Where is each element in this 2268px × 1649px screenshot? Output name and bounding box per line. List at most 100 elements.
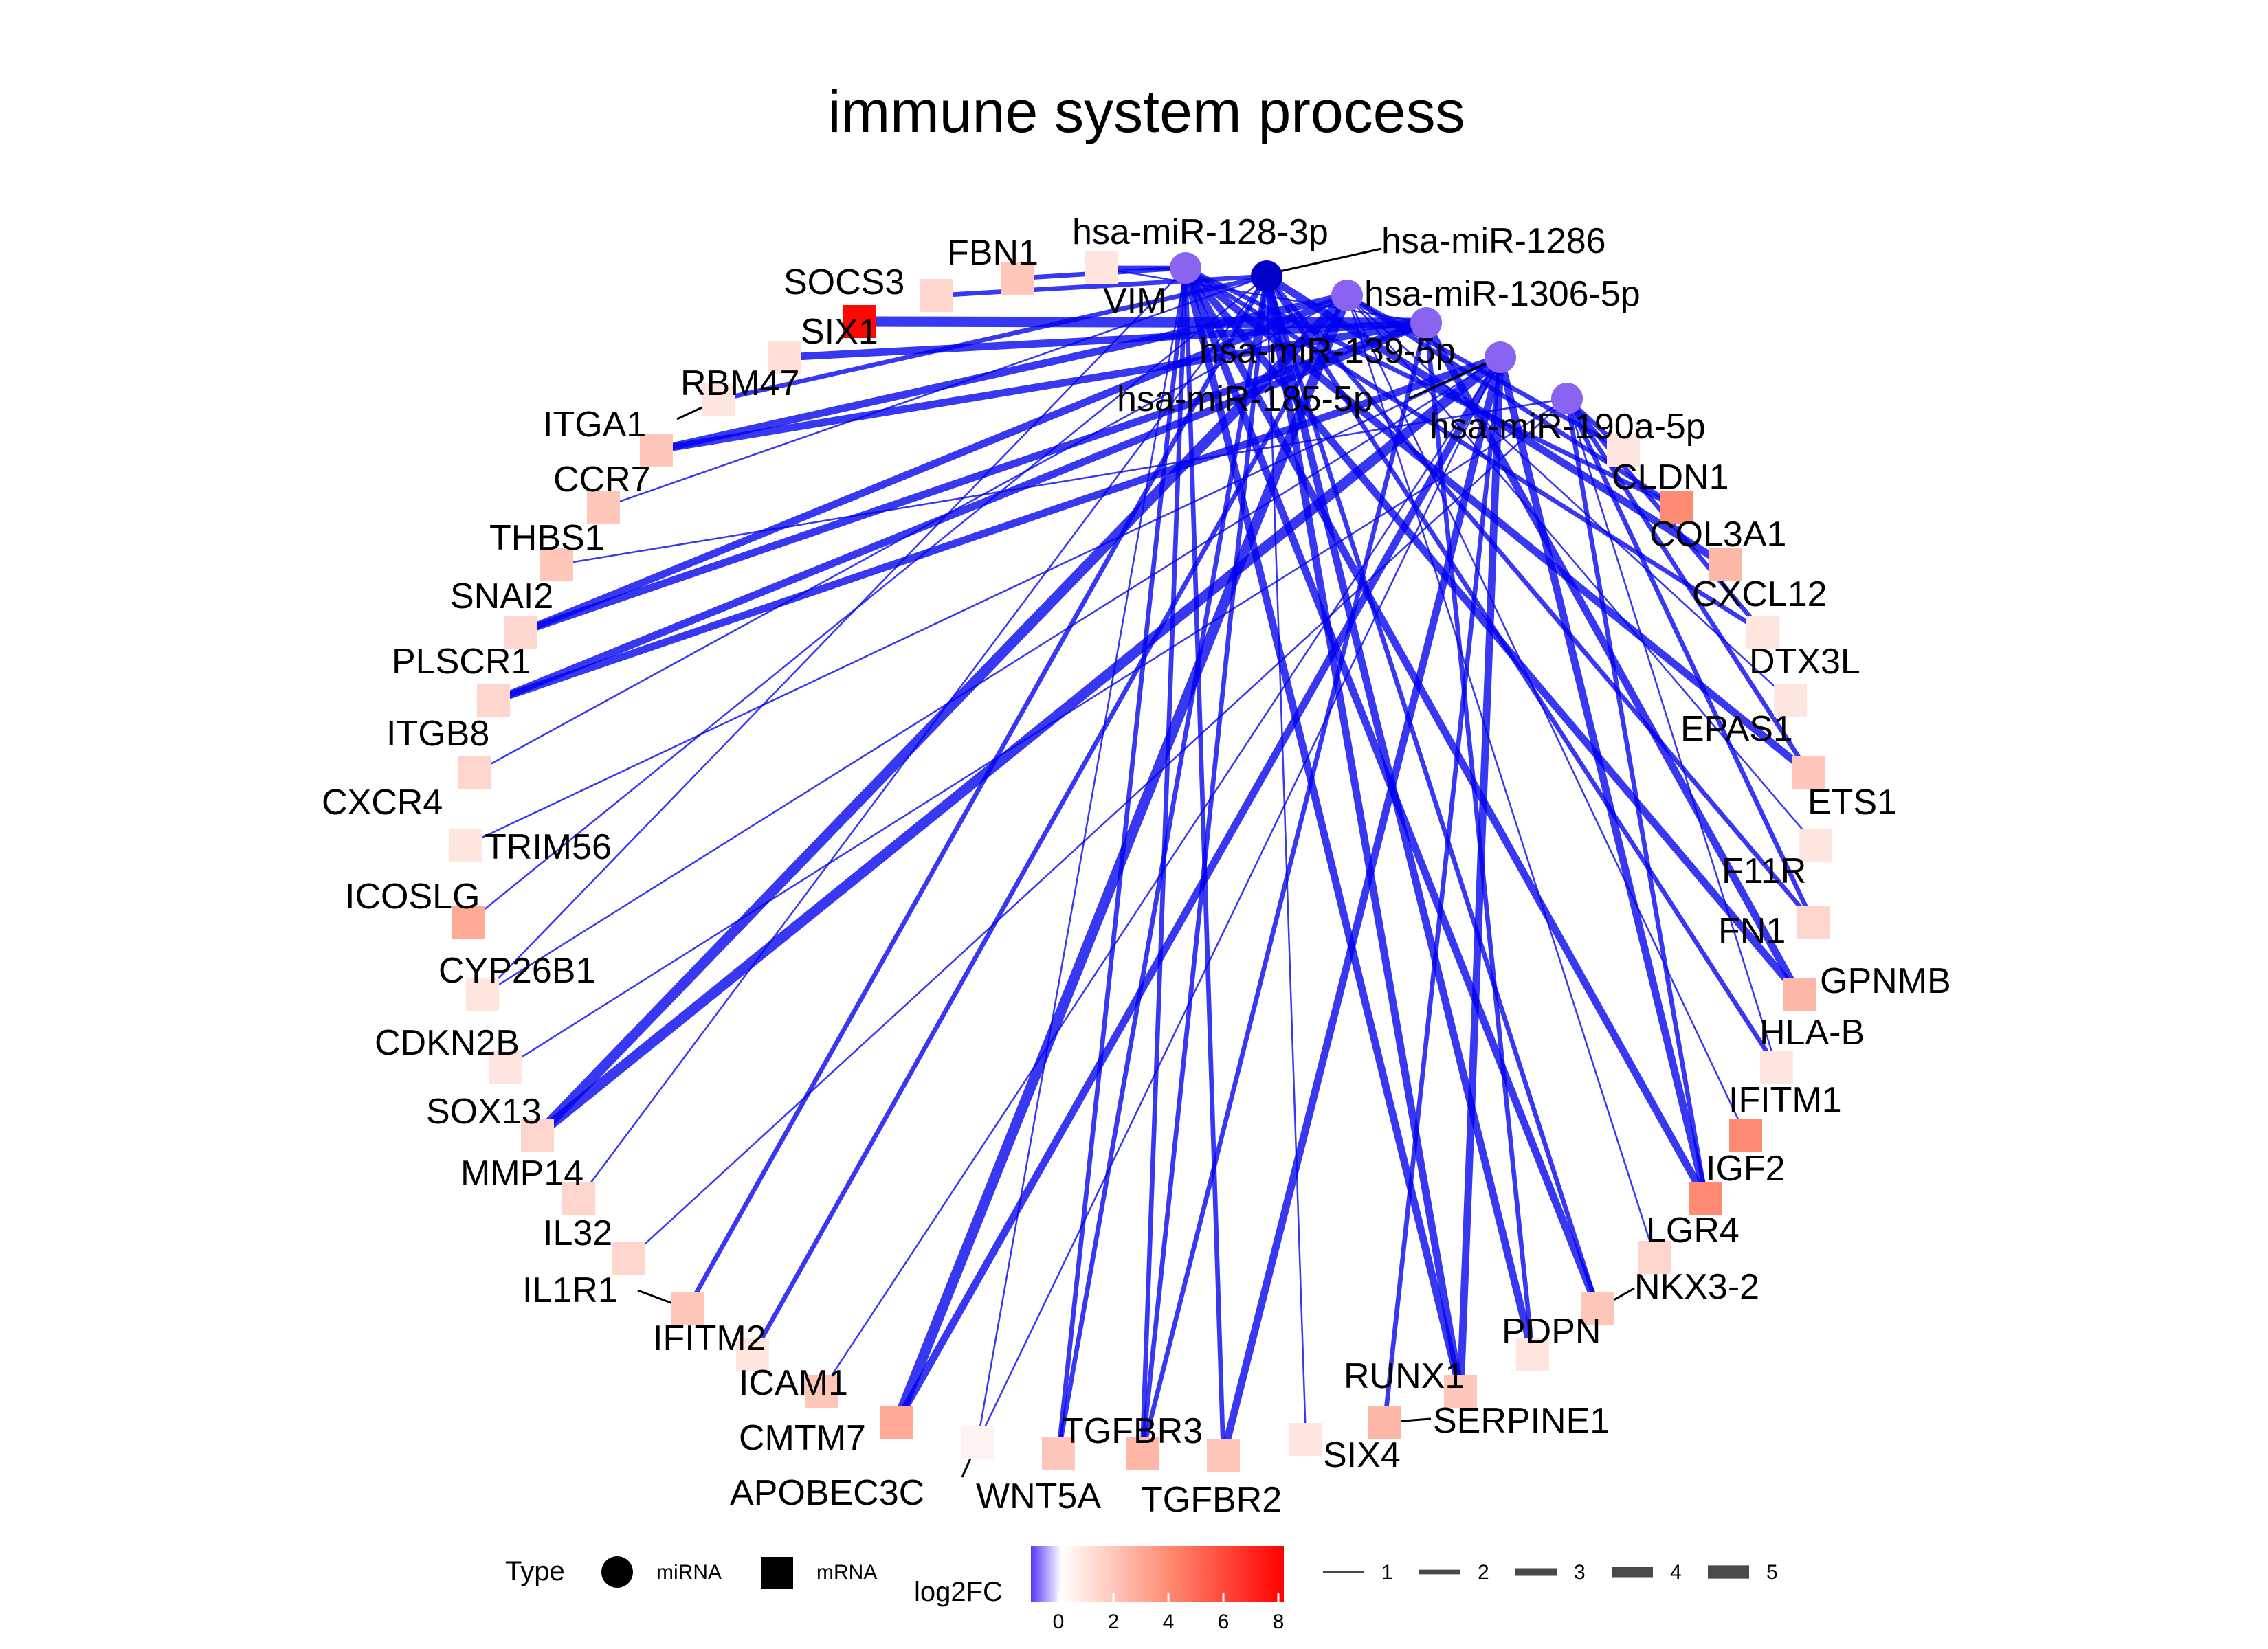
mrna-node-cxcr4[interactable] — [458, 756, 491, 789]
mirna-node-hsa-mir-190a-5p[interactable] — [1551, 383, 1583, 414]
mrna-node-mmp14[interactable] — [562, 1182, 595, 1215]
colorbar-tick-label-4: 4 — [1163, 1611, 1175, 1633]
legend-type: Type miRNA mRNA — [505, 1556, 877, 1589]
mrna-node-nkx3-2[interactable] — [1581, 1292, 1614, 1325]
mrna-node-itga1[interactable] — [702, 383, 735, 416]
mirna-label-hsa-mir-1286: hsa-miR-1286 — [1381, 221, 1606, 261]
mirna-node-hsa-mir-185-5p[interactable] — [1485, 341, 1516, 373]
mrna-node-ifitm1[interactable] — [1729, 1119, 1762, 1152]
mrna-node-cldn1[interactable] — [1607, 434, 1640, 467]
mrna-node-socs3[interactable] — [920, 279, 953, 312]
colorbar-tick-label-6: 6 — [1218, 1611, 1230, 1633]
mrna-label-ccr7: CCR7 — [553, 460, 651, 500]
mrna-node-sox13[interactable] — [521, 1119, 554, 1152]
mrna-label-tgfbr3: TGFBR3 — [1062, 1411, 1203, 1451]
mirna-node-hsa-mir-1306-5p[interactable] — [1331, 280, 1363, 311]
mrna-label-plscr1: PLSCR1 — [392, 642, 531, 682]
mrna-label-six1: SIX1 — [801, 312, 878, 352]
edge-m128-tgfbr2 — [1183, 267, 1226, 1456]
width-key-label-5: 5 — [1766, 1561, 1778, 1584]
mirna-node-hsa-mir-1286[interactable] — [1251, 260, 1282, 292]
mrna-label-f11r: F11R — [1722, 851, 1806, 891]
mrna-node-icoslg[interactable] — [452, 906, 485, 939]
mrna-label-six4: SIX4 — [1323, 1435, 1401, 1475]
mrna-node-vim[interactable] — [1085, 251, 1118, 284]
mrna-label-ifitm1: IFITM1 — [1728, 1080, 1842, 1120]
mrna-node-epas1[interactable] — [1774, 684, 1807, 717]
mrna-node-gpnmb[interactable] — [1783, 978, 1816, 1011]
mrna-node-wnt5a[interactable] — [1042, 1437, 1075, 1470]
mrna-node-serpine1[interactable] — [1368, 1406, 1401, 1439]
mrna-node-il1r1[interactable] — [671, 1292, 704, 1325]
mrna-node-hla-b[interactable] — [1760, 1051, 1793, 1084]
width-key-label-2: 2 — [1478, 1561, 1489, 1584]
legend-mrna-key — [761, 1557, 793, 1589]
mrna-label-cxcr4: CXCR4 — [322, 783, 443, 822]
edge-m128-wnt5a — [1056, 267, 1188, 1454]
mrna-label-runx1: RUNX1 — [1344, 1356, 1465, 1396]
mrna-node-plscr1[interactable] — [504, 616, 537, 649]
mrna-label-tgfbr2: TGFBR2 — [1141, 1480, 1282, 1520]
mrna-label-cmtm7: CMTM7 — [739, 1418, 866, 1458]
edge-m1286-icoslg — [468, 276, 1267, 923]
edge-m190-hla-b — [1566, 398, 1778, 1068]
edge-m1286-six4 — [1265, 276, 1307, 1440]
mrna-node-rbm47[interactable] — [768, 341, 801, 374]
mrna-label-ifitm2: IFITM2 — [653, 1319, 766, 1358]
mrna-node-ccr7[interactable] — [640, 434, 673, 467]
mrna-node-icam1[interactable] — [805, 1375, 838, 1408]
mrna-label-cxcl12: CXCL12 — [1692, 574, 1827, 614]
mrna-node-f11r[interactable] — [1799, 829, 1832, 862]
edge-m128-ets1 — [1183, 265, 1812, 776]
mrna-label-socs3: SOCS3 — [783, 262, 904, 302]
mrna-node-igf2[interactable] — [1689, 1182, 1722, 1215]
mrna-node-il32[interactable] — [612, 1242, 645, 1275]
mrna-label-trim56: TRIM56 — [485, 827, 612, 867]
mrna-node-trim56[interactable] — [449, 829, 482, 862]
mirna-label-hsa-mir-139-5p: hsa-miR-139-5p — [1199, 331, 1456, 371]
mrna-node-tgfbr3[interactable] — [1126, 1437, 1159, 1470]
edge-m128-nkx3-2 — [1181, 266, 1602, 1311]
mrna-label-ets1: ETS1 — [1808, 783, 1897, 822]
mrna-node-ets1[interactable] — [1792, 756, 1825, 789]
edge-m139-vim — [1100, 267, 1427, 324]
mrna-node-pdpn[interactable] — [1516, 1338, 1549, 1371]
legend-type-title: Type — [505, 1556, 565, 1586]
width-key-label-4: 4 — [1670, 1561, 1682, 1584]
mrna-node-ifitm2[interactable] — [736, 1338, 769, 1371]
colorbar-tick-label-8: 8 — [1273, 1611, 1285, 1633]
mirna-node-hsa-mir-128-3p[interactable] — [1170, 252, 1201, 284]
legend-colorbar — [1031, 1546, 1284, 1602]
edge-m1286-itga1 — [718, 273, 1267, 403]
mrna-node-cyp26b1[interactable] — [466, 978, 499, 1011]
mrna-label-hla-b: HLA-B — [1759, 1013, 1865, 1053]
mrna-node-runx1[interactable] — [1444, 1375, 1477, 1408]
mrna-node-cdkn2b[interactable] — [489, 1051, 522, 1084]
mrna-label-il1r1: IL1R1 — [522, 1270, 618, 1310]
edge-m1306-cxcr4 — [474, 294, 1348, 774]
mrna-node-six4[interactable] — [1289, 1423, 1322, 1456]
mrna-label-itga1: ITGA1 — [543, 405, 646, 445]
legend-mirna-label: miRNA — [656, 1561, 722, 1584]
mrna-node-col3a1[interactable] — [1660, 491, 1693, 524]
mrna-node-six1[interactable] — [843, 305, 876, 338]
legend: Type miRNA mRNA log2FC 0 2 4 6 8 1 2 3 4 5 — [505, 1546, 1778, 1633]
edge-m185-cyp26b1 — [482, 356, 1501, 996]
mirna-node-hsa-mir-139-5p[interactable] — [1410, 307, 1442, 339]
mrna-node-snai2[interactable] — [540, 548, 573, 581]
mrna-node-tgfbr2[interactable] — [1207, 1439, 1240, 1472]
edge-m185-igf2 — [1496, 356, 1710, 1200]
mrna-node-cxcl12[interactable] — [1709, 548, 1742, 581]
mrna-label-gpnmb: GPNMB — [1820, 961, 1951, 1001]
mrna-node-fn1[interactable] — [1797, 906, 1830, 939]
mrna-node-cmtm7[interactable] — [880, 1406, 913, 1439]
mrna-node-apobec3c[interactable] — [961, 1426, 994, 1459]
mrna-node-dtx3l[interactable] — [1746, 616, 1779, 649]
mrna-node-itgb8[interactable] — [477, 684, 510, 717]
mrna-node-fbn1[interactable] — [1001, 262, 1034, 295]
legend-mrna-label: mRNA — [816, 1561, 877, 1584]
mrna-node-thbs1[interactable] — [587, 491, 620, 524]
mrna-node-lgr4[interactable] — [1638, 1241, 1671, 1274]
